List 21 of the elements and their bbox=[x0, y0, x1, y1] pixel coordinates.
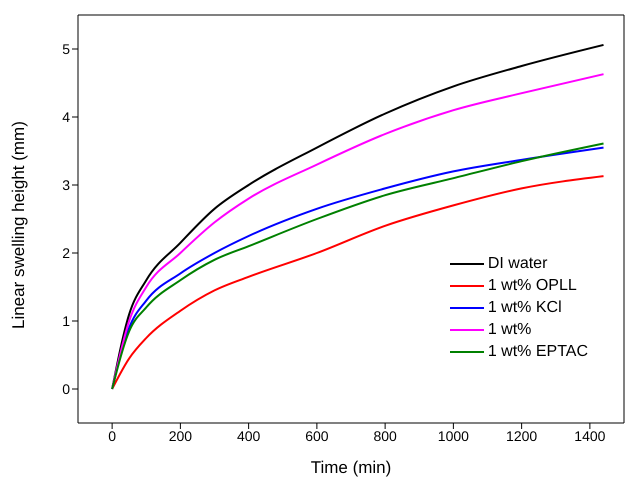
y-tick-label: 1 bbox=[62, 312, 70, 329]
legend-label: 1 wt% OPLL bbox=[486, 276, 578, 296]
legend-label: 1 wt% bbox=[486, 320, 532, 340]
y-tick-label: 4 bbox=[62, 108, 70, 125]
x-tick-label: 1400 bbox=[574, 428, 606, 444]
x-tick-label: 0 bbox=[108, 428, 116, 444]
x-tick-label: 200 bbox=[168, 428, 192, 444]
y-tick-label: 2 bbox=[62, 244, 70, 261]
legend-label: DI water bbox=[486, 254, 548, 274]
y-tick-label: 0 bbox=[62, 380, 70, 397]
y-tick-label: 5 bbox=[62, 40, 70, 57]
y-axis-title: Linear swelling height (mm) bbox=[9, 121, 28, 329]
x-tick-label: 1200 bbox=[506, 428, 538, 444]
x-axis-title: Time (min) bbox=[310, 458, 392, 477]
legend-label: 1 wt% KCl bbox=[486, 298, 563, 318]
y-tick-label: 3 bbox=[62, 176, 70, 193]
legend-label: 1 wt% EPTAC bbox=[486, 342, 588, 362]
x-tick-label: 400 bbox=[236, 428, 261, 444]
x-tick-label: 600 bbox=[305, 428, 329, 444]
x-tick-label: 800 bbox=[373, 428, 398, 444]
x-tick-label: 1000 bbox=[438, 428, 470, 444]
